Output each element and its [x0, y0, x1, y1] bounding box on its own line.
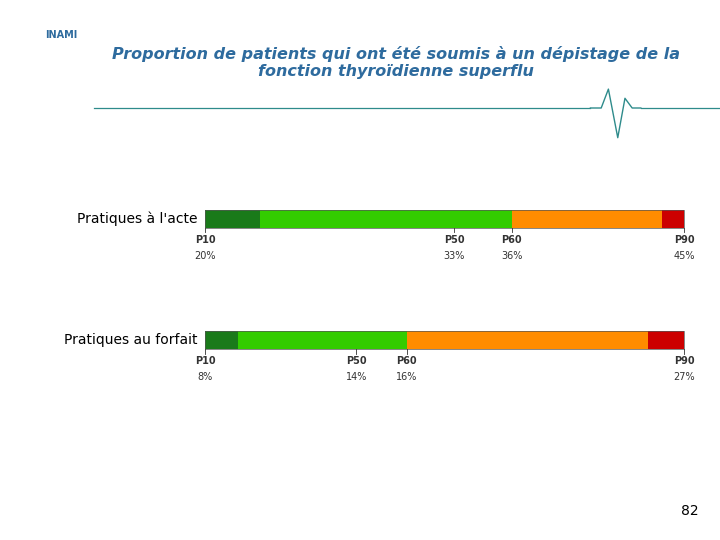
Bar	[662, 210, 684, 228]
Bar	[238, 331, 407, 349]
Text: P90: P90	[674, 356, 694, 366]
Text: P10: P10	[195, 235, 215, 245]
Bar	[648, 331, 684, 349]
Text: 20%: 20%	[194, 251, 216, 261]
Text: P50: P50	[444, 235, 464, 245]
Bar	[205, 210, 260, 228]
Text: 8%: 8%	[197, 373, 213, 382]
Text: P60: P60	[501, 235, 522, 245]
Text: INAMI: INAMI	[45, 30, 77, 40]
Text: 33%: 33%	[444, 251, 465, 261]
Bar	[512, 210, 662, 228]
Text: 45%: 45%	[673, 251, 695, 261]
Bar	[260, 210, 512, 228]
Text: Pratiques à l'acte: Pratiques à l'acte	[78, 212, 198, 226]
Text: Proportion de patients qui ont été soumis à un dépistage de la
fonction thyroïdi: Proportion de patients qui ont été soumi…	[112, 46, 680, 79]
Text: 16%: 16%	[396, 373, 418, 382]
Text: P60: P60	[397, 356, 417, 366]
Text: 36%: 36%	[501, 251, 522, 261]
Text: P10: P10	[195, 356, 215, 366]
Bar	[205, 331, 238, 349]
Text: P50: P50	[346, 356, 366, 366]
Text: 27%: 27%	[673, 373, 695, 382]
Bar	[407, 331, 648, 349]
Text: Pratiques au forfait: Pratiques au forfait	[65, 333, 198, 347]
Bar	[205, 331, 684, 349]
Text: P90: P90	[674, 235, 694, 245]
Text: 14%: 14%	[346, 373, 367, 382]
Bar	[205, 210, 684, 228]
Text: 82: 82	[681, 504, 698, 518]
